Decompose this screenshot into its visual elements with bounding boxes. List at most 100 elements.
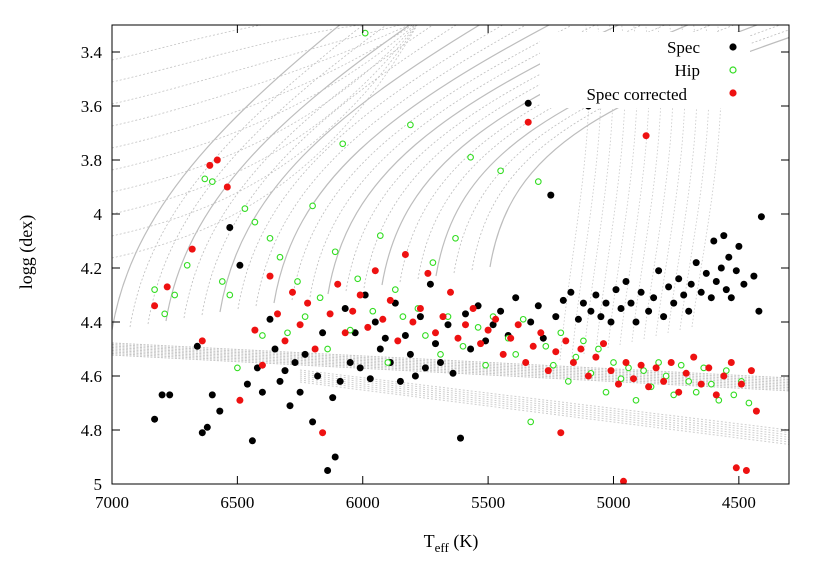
spec-point <box>757 213 765 221</box>
spec-point <box>286 402 294 410</box>
legend-label-spec-corrected: Spec corrected <box>586 85 687 104</box>
hip-point <box>677 361 685 369</box>
evolutionary-track <box>201 25 457 316</box>
evolutionary-track-upper <box>112 25 364 83</box>
hip-point <box>294 278 301 285</box>
spec-corrected-point <box>163 283 171 291</box>
evolutionary-track-upper <box>112 25 402 105</box>
spec-point <box>411 372 419 380</box>
hip-point <box>549 361 557 369</box>
spec-point <box>301 350 309 358</box>
hip-point <box>391 286 399 293</box>
spec-corrected-point <box>562 337 570 345</box>
hip-point <box>572 353 580 361</box>
y-tick-label: 4 <box>94 205 103 224</box>
hip-point <box>580 337 587 345</box>
hip-point <box>309 202 316 210</box>
spec-point <box>740 280 748 288</box>
spec-point <box>457 434 464 442</box>
spec-corrected-point <box>720 372 728 380</box>
spec-point <box>371 318 379 326</box>
spec-point <box>291 359 299 366</box>
spec-point <box>660 313 668 321</box>
spec-point <box>324 467 332 474</box>
spec-corrected-point <box>557 429 565 437</box>
spec-corrected-point <box>690 353 698 361</box>
spec-point <box>258 388 266 396</box>
spec-corrected-point <box>477 340 485 348</box>
evolutionary-track <box>273 25 551 304</box>
y-axis-label: logg (dex) <box>16 215 37 289</box>
spec-corrected-point <box>281 337 289 345</box>
plot-frame <box>111 24 790 485</box>
spec-point <box>597 313 605 321</box>
evolutionary-track-cool <box>667 25 698 334</box>
spec-point <box>592 291 600 299</box>
legend-background <box>540 32 750 108</box>
spec-point <box>336 377 344 385</box>
x-tick-label: 4500 <box>722 493 756 512</box>
hip-point <box>251 218 259 226</box>
spec-point <box>356 364 364 372</box>
y-tick-label: 4.4 <box>81 313 103 332</box>
spec-corrected-point <box>552 348 560 356</box>
spec-point <box>587 307 595 315</box>
evolutionary-track-upper <box>112 25 418 259</box>
hip-point <box>201 175 209 183</box>
spec-corrected-point <box>484 326 492 334</box>
spec-point <box>158 391 166 399</box>
legend-marker-hip <box>729 66 737 74</box>
spec-corrected-point <box>356 291 364 299</box>
hip-point <box>715 396 723 404</box>
spec-point <box>675 275 683 283</box>
spec-corrected-point <box>697 380 705 388</box>
spec-corrected-point <box>251 326 259 334</box>
spec-point <box>216 407 224 415</box>
evolutionary-track <box>183 25 434 319</box>
spec-point <box>579 299 587 307</box>
spec-point <box>226 224 234 231</box>
spec-corrected-point <box>737 380 745 388</box>
spec-corrected-point <box>637 361 645 369</box>
spec-point <box>755 307 763 315</box>
spec-point <box>622 278 630 285</box>
y-tick-label: 4.6 <box>81 367 102 386</box>
evolutionary-track <box>489 36 789 268</box>
spec-corrected-point <box>326 310 334 318</box>
hip-point <box>632 396 640 404</box>
spec-corrected-point <box>569 359 577 366</box>
isochrone-band-lower-line <box>299 373 789 436</box>
spec-point <box>406 350 414 358</box>
spec-point <box>527 318 535 326</box>
hip-point <box>429 259 437 266</box>
spec-corrected-point <box>469 305 477 312</box>
hip-point <box>369 307 377 315</box>
evolutionary-track-upper <box>112 25 410 127</box>
spec-point <box>309 418 317 426</box>
spec-corrected-point <box>499 350 507 358</box>
spec-point <box>271 345 279 353</box>
spec-corrected-point <box>462 321 469 329</box>
hip-point <box>459 342 467 350</box>
spec-corrected-point <box>258 361 266 369</box>
spec-point <box>281 367 289 375</box>
spec-point <box>198 429 206 437</box>
legend: Spec Hip Spec corrected <box>540 32 750 108</box>
spec-point <box>497 307 505 315</box>
hip-point <box>497 167 504 175</box>
hip-point <box>602 388 610 396</box>
spec-corrected-point <box>236 396 244 404</box>
spec-point <box>319 329 327 337</box>
spec-corrected-point <box>151 302 159 310</box>
spec-point <box>437 359 444 366</box>
hip-point <box>655 359 662 366</box>
evolutionary-tracks-layer <box>112 25 789 361</box>
spec-point <box>697 288 705 296</box>
spec-point <box>396 377 404 385</box>
isochrone-band-line <box>112 343 789 381</box>
spec-corrected-point <box>642 132 650 140</box>
spec-point <box>574 315 582 323</box>
y-tick-label: 3.4 <box>81 43 103 62</box>
hip-point <box>534 178 542 185</box>
